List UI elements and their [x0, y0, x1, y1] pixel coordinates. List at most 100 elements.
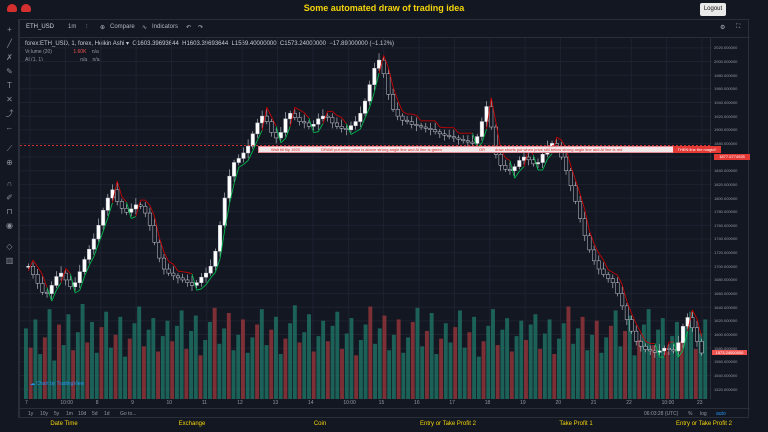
range-5y[interactable]: 5y — [54, 411, 60, 417]
signal-line — [589, 230, 595, 244]
symbol-search[interactable]: ETH_USD — [26, 24, 55, 30]
candle — [521, 156, 526, 161]
candle — [657, 350, 662, 353]
range-5d[interactable]: 5d — [92, 411, 98, 417]
signal-line — [514, 171, 520, 179]
candle — [531, 159, 536, 165]
volume-bar — [80, 304, 85, 399]
legend-change: −17.89000000 (−1.12%) — [329, 41, 395, 47]
compare-button[interactable]: Compare — [110, 24, 135, 30]
candle — [428, 128, 433, 130]
volume-bar — [203, 339, 208, 399]
candle — [512, 166, 517, 171]
lock-icon[interactable]: ⊓ — [6, 207, 13, 216]
signal-line — [280, 138, 286, 144]
volume-label: Volume (20) — [25, 49, 52, 55]
volume-bar — [340, 348, 344, 399]
signal-line — [112, 180, 118, 203]
volume-bar — [330, 325, 335, 399]
range-1y[interactable]: 1y — [28, 411, 34, 417]
volume-bar — [557, 338, 561, 399]
chart-toolbar: ETH_USD 1m ⫶ ⊕ Compare ∿ Indicators ↶ ↷ … — [20, 20, 750, 38]
range-1m[interactable]: 1m — [66, 411, 73, 417]
volume-na: n/a — [91, 49, 99, 55]
text-icon[interactable]: T — [7, 81, 12, 90]
brush-icon[interactable]: ✎ — [6, 67, 13, 76]
signal-line — [495, 122, 501, 149]
price-tick-label: 1880.000000 — [714, 140, 738, 146]
candle — [152, 225, 157, 243]
auto-toggle[interactable]: auto — [716, 411, 726, 417]
time-tick-label: 22 — [626, 400, 632, 406]
candle — [334, 122, 339, 127]
fullscreen-icon[interactable]: ⛶ — [736, 24, 741, 30]
trash-icon[interactable]: ▥ — [5, 256, 14, 265]
signal-line — [411, 113, 417, 116]
redo-icon[interactable]: ↷ — [198, 25, 204, 31]
signal-line — [373, 72, 380, 93]
prediction-icon[interactable]: ⤴ — [5, 109, 14, 118]
volume-bar — [627, 315, 632, 399]
volume-bar — [462, 347, 467, 399]
visibility-icon[interactable]: ◉ — [6, 221, 13, 230]
signal-line — [603, 259, 609, 270]
back-icon[interactable]: ← — [5, 123, 14, 132]
candle — [381, 59, 386, 75]
pattern-icon[interactable]: ✕ — [6, 95, 13, 104]
tradingview-logo[interactable]: ☁ Chart by TradingView — [30, 381, 84, 387]
trend-line-icon[interactable]: ╱ — [7, 39, 12, 48]
time-tick-label: 8 — [95, 400, 99, 406]
indicators-icon[interactable]: ∿ — [142, 25, 148, 31]
volume-bar — [377, 328, 382, 399]
layers-icon[interactable]: ◇ — [6, 242, 13, 251]
range-10y[interactable]: 10y — [40, 411, 49, 417]
volume-bar — [424, 330, 429, 399]
range-1d[interactable]: 1d — [104, 411, 110, 417]
draw-mode-icon[interactable]: ✐ — [6, 193, 13, 202]
percent-toggle[interactable]: % — [688, 411, 693, 417]
price-chart[interactable] — [20, 38, 712, 399]
ruler-icon[interactable]: ⟋ — [6, 144, 13, 153]
volume-bar — [575, 328, 580, 399]
logout-button[interactable]: Logout — [700, 3, 726, 16]
candle-style-icon[interactable]: ⫶ — [86, 24, 88, 30]
log-toggle[interactable]: log — [700, 411, 707, 417]
annotation-highlight: THEN line the magic!! — [673, 146, 721, 153]
price-axis[interactable]: 2020.000000 2000.000000 1980.000000 1960.00… — [710, 38, 748, 399]
volume-bar — [552, 354, 557, 399]
volume-bar — [226, 312, 231, 399]
undo-icon[interactable]: ↶ — [186, 25, 192, 31]
volume-bar — [193, 315, 198, 399]
candle — [96, 225, 101, 240]
indicators-button[interactable]: Indicators — [152, 24, 179, 30]
candle — [82, 259, 87, 272]
volume-bar — [42, 337, 47, 399]
range-10d[interactable]: 10d — [78, 411, 87, 417]
candle — [367, 84, 372, 102]
goto-button[interactable]: Go to... — [120, 411, 137, 417]
settings-icon[interactable]: ⚙ — [720, 25, 726, 31]
signal-line — [579, 193, 586, 210]
signal-line — [224, 204, 230, 231]
magnet-icon[interactable]: ∩ — [6, 179, 13, 188]
indicator-label: AI (1, 1) — [25, 57, 43, 63]
time-axis[interactable]: 7 10:00 8 9 10 11 12 13 14 10:00 15 16 17 18 19 20 21 22 1… — [20, 399, 712, 408]
column-header: Entry or Take Profit 2 — [420, 421, 476, 427]
compare-icon[interactable]: ⊕ — [100, 25, 106, 31]
candle — [35, 274, 40, 284]
candle — [666, 347, 671, 350]
legend-title: forex:ETH_USD, 1, forex, Heikin Ashi — [25, 41, 125, 47]
zoom-icon[interactable]: ⊕ — [6, 158, 13, 167]
candle — [320, 115, 325, 120]
crosshair-icon[interactable]: + — [7, 25, 12, 34]
fib-icon[interactable]: ✗ — [6, 53, 13, 62]
candle — [105, 197, 110, 211]
legend-dropdown-icon[interactable]: ▾ — [126, 41, 130, 47]
signal-line — [168, 261, 174, 265]
volume-bar — [689, 311, 694, 399]
candle — [232, 162, 237, 177]
volume-bar — [321, 320, 326, 399]
interval-button[interactable]: 1m — [68, 24, 77, 30]
volume-bar — [547, 319, 552, 399]
volume-bar — [660, 318, 665, 399]
